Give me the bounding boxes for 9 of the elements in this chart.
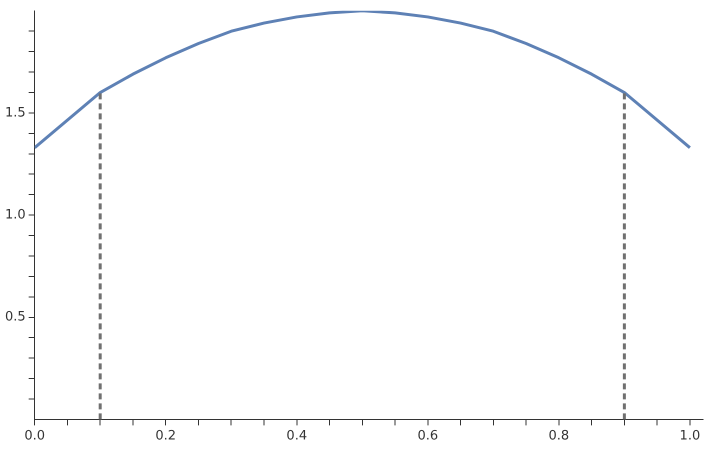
x-tick-label: 1.0	[680, 428, 700, 444]
x-tick-label: 0.0	[24, 428, 46, 444]
x-tick-label: 0.4	[286, 428, 308, 444]
y-tick-label: 1.0	[4, 207, 26, 222]
y-tick-label: 0.5	[4, 310, 26, 325]
x-tick-label: 0.2	[155, 428, 176, 444]
y-tick-label: 1.5	[4, 105, 26, 120]
x-tick-label: 0.6	[417, 428, 438, 444]
x-tick-label: 0.8	[548, 428, 570, 444]
